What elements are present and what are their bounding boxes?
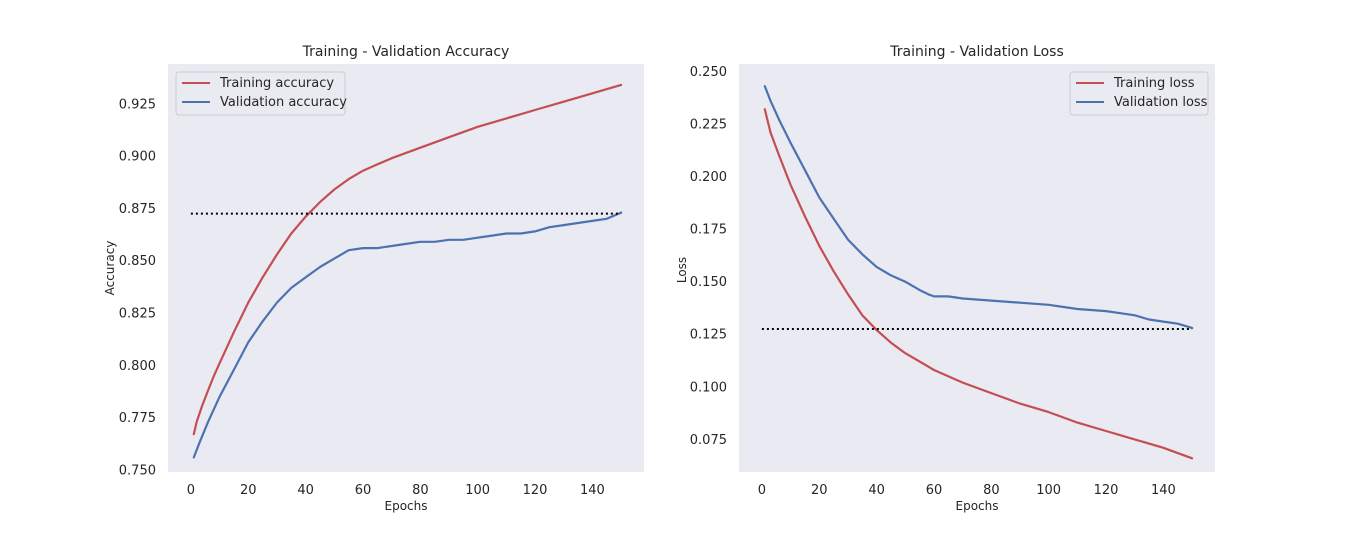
loss-y-tick-label: 0.175	[690, 223, 727, 238]
loss-y-tick-label: 0.075	[690, 433, 727, 448]
loss-x-tick-label: 140	[1151, 483, 1176, 498]
accuracy-chart-title: Training - Validation Accuracy	[302, 44, 510, 60]
accuracy-y-tick-label: 0.750	[119, 463, 156, 478]
accuracy-y-tick-label: 0.900	[119, 150, 156, 165]
loss-x-tick-label: 80	[983, 483, 1000, 498]
accuracy-x-tick-label: 40	[297, 483, 314, 498]
loss-legend-box	[1069, 71, 1209, 116]
accuracy-series-training-accuracy	[192, 83, 623, 436]
loss-x-tick-label: 100	[1036, 483, 1061, 498]
loss-plot-area	[739, 64, 1215, 472]
accuracy-series-validation-accuracy	[192, 211, 623, 459]
accuracy-chart: Training - Validation Accuracy Epochs Ac…	[103, 44, 644, 513]
loss-x-tick-label: 40	[868, 483, 885, 498]
loss-y-tick-label: 0.100	[690, 380, 727, 395]
loss-series-training-loss	[763, 108, 1194, 460]
accuracy-x-axis-label: Epochs	[385, 499, 428, 513]
legend-label-validation-loss: Validation loss	[1114, 95, 1208, 110]
accuracy-lines	[190, 83, 623, 459]
loss-x-ticks: 0 20 40 60 80 100 120 140	[758, 483, 1176, 498]
loss-x-tick-label: 20	[811, 483, 828, 498]
loss-y-axis-label: Loss	[675, 257, 689, 283]
loss-y-tick-label: 0.125	[690, 328, 727, 343]
loss-y-tick-label: 0.150	[690, 275, 727, 290]
accuracy-x-tick-label: 120	[523, 483, 548, 498]
accuracy-legend-box	[175, 71, 346, 116]
loss-series-validation-loss	[763, 84, 1194, 329]
accuracy-x-tick-label: 60	[355, 483, 372, 498]
accuracy-legend: Training accuracy Validation accuracy	[175, 71, 347, 116]
accuracy-x-tick-label: 20	[240, 483, 257, 498]
loss-y-tick-label: 0.200	[690, 170, 727, 185]
loss-x-tick-label: 0	[758, 483, 766, 498]
accuracy-y-tick-label: 0.825	[119, 306, 156, 321]
loss-chart-title: Training - Validation Loss	[889, 44, 1063, 60]
accuracy-plot-area	[168, 64, 644, 472]
loss-legend: Training loss Validation loss	[1069, 71, 1209, 116]
accuracy-x-tick-label: 80	[412, 483, 429, 498]
accuracy-y-ticks: 0.750 0.775 0.800 0.825 0.850 0.875 0.900 0.925	[119, 97, 156, 478]
accuracy-x-tick-label: 0	[187, 483, 195, 498]
accuracy-y-tick-label: 0.850	[119, 254, 156, 269]
accuracy-y-axis-label: Accuracy	[103, 241, 117, 296]
loss-x-tick-label: 60	[926, 483, 943, 498]
loss-lines	[761, 84, 1194, 460]
accuracy-y-tick-label: 0.925	[119, 97, 156, 112]
accuracy-y-tick-label: 0.775	[119, 411, 156, 426]
accuracy-x-ticks: 0 20 40 60 80 100 120 140	[187, 483, 605, 498]
legend-label-training-accuracy: Training accuracy	[219, 76, 334, 91]
accuracy-x-tick-label: 100	[465, 483, 490, 498]
loss-y-tick-label: 0.250	[690, 65, 727, 80]
loss-y-ticks: 0.075 0.100 0.125 0.150 0.175 0.200 0.225 0.250	[690, 65, 727, 448]
loss-chart: Training - Validation Loss Epochs Loss 0…	[675, 44, 1215, 513]
accuracy-y-tick-label: 0.800	[119, 359, 156, 374]
loss-y-tick-label: 0.225	[690, 117, 727, 132]
accuracy-y-tick-label: 0.875	[119, 202, 156, 217]
loss-x-axis-label: Epochs	[956, 499, 999, 513]
legend-label-training-loss: Training loss	[1113, 76, 1195, 91]
loss-x-tick-label: 120	[1094, 483, 1119, 498]
legend-label-validation-accuracy: Validation accuracy	[220, 95, 347, 110]
accuracy-x-tick-label: 140	[580, 483, 605, 498]
